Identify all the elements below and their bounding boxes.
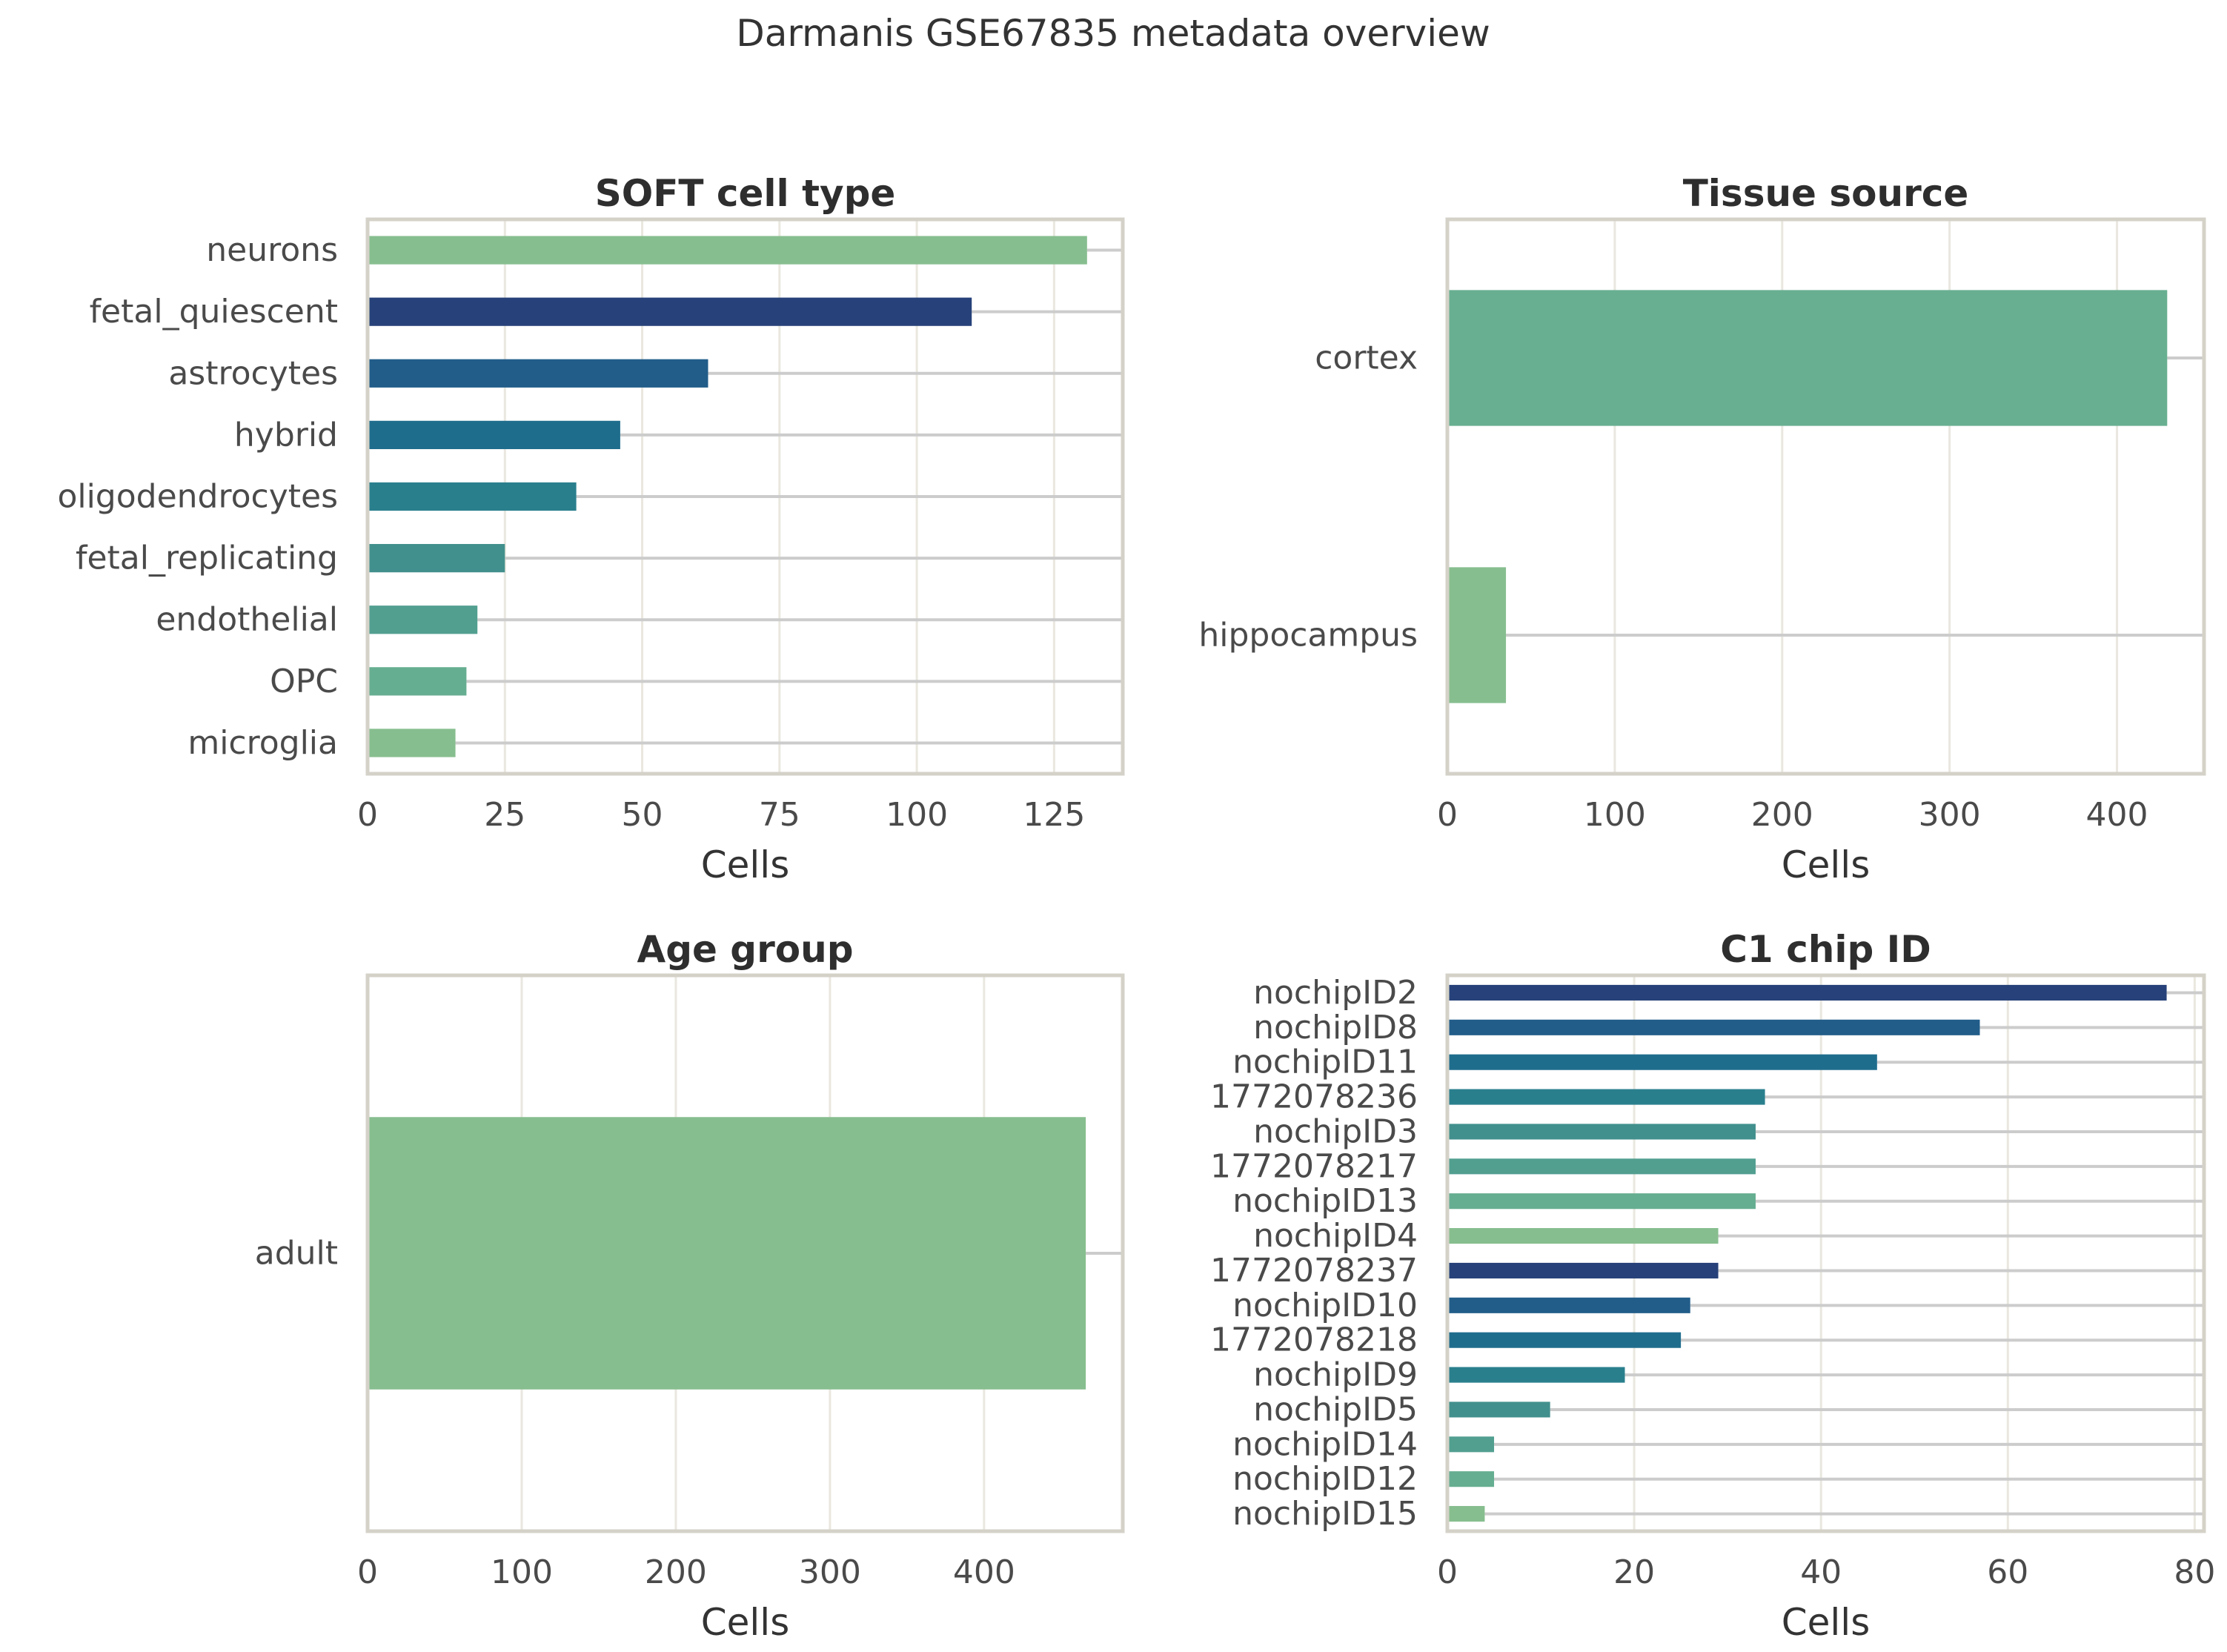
bar-microglia (368, 729, 456, 757)
bar-oligodendrocytes (368, 482, 577, 511)
x-tick-label: 20 (1613, 1553, 1655, 1591)
category-label: fetal_replicating (76, 540, 338, 577)
category-label: endothelial (156, 601, 338, 639)
bar-astrocytes (368, 359, 708, 388)
panel-title: Age group (637, 928, 854, 971)
category-label: adult (255, 1235, 338, 1273)
category-label: 1772078218 (1210, 1321, 1418, 1359)
bar-nochipid8 (1447, 1019, 1980, 1035)
bar-nochipid10 (1447, 1297, 1690, 1313)
x-tick-label: 100 (491, 1553, 553, 1591)
panel-title: Tissue source (1683, 172, 1969, 215)
bar-nochipid2 (1447, 984, 2167, 1001)
x-tick-label: 50 (622, 796, 663, 834)
axes-frame (365, 973, 1125, 1533)
bar-opc (368, 667, 467, 696)
bar-nochipid11 (1447, 1054, 1877, 1070)
x-axis-label: Cells (1782, 1601, 1871, 1644)
category-label: neurons (206, 231, 338, 269)
x-axis-label: Cells (1782, 843, 1871, 886)
bar-fetal-quiescent (368, 297, 972, 326)
x-tick-label: 300 (1919, 796, 1981, 834)
x-tick-label: 25 (484, 796, 525, 834)
bar-nochipid3 (1447, 1124, 1756, 1140)
category-label: nochipID4 (1253, 1217, 1418, 1255)
x-tick-label: 400 (953, 1553, 1015, 1591)
category-label: nochipID3 (1253, 1112, 1418, 1150)
category-label: cortex (1315, 339, 1418, 377)
category-label: nochipID5 (1253, 1390, 1418, 1428)
axes-frame (1445, 973, 2206, 1533)
panel-c1-chip-id: nochipID2nochipID8nochipID111772078236no… (1210, 928, 2215, 1644)
panel-age-group: adult 0 100 200 300 400 Cells Age group (255, 928, 1125, 1644)
bar-nochipid12 (1447, 1471, 1495, 1487)
panel-tissue-source: cortex hippocampus 0 100 200 300 400 Cells Tissu… (1198, 172, 2206, 886)
bar-adult (368, 1117, 1086, 1390)
bar-endothelial (368, 606, 478, 634)
bar-cortex (1447, 290, 2168, 426)
bar-nochipid13 (1447, 1193, 1756, 1210)
category-label: 1772078217 (1210, 1147, 1418, 1185)
category-label: nochipID14 (1232, 1425, 1418, 1463)
x-tick-label: 0 (1437, 796, 1458, 834)
axes-frame (1445, 217, 2206, 776)
category-label: 1772078237 (1210, 1252, 1418, 1290)
x-tick-label: 200 (1751, 796, 1813, 834)
category-label: nochipID8 (1253, 1009, 1418, 1046)
category-label: hybrid (234, 416, 338, 454)
bar-1772078218 (1447, 1332, 1682, 1348)
bar-1772078217 (1447, 1158, 1756, 1175)
category-label: OPC (270, 663, 338, 700)
bar-1772078237 (1447, 1262, 1719, 1278)
category-label: nochipID13 (1232, 1182, 1418, 1220)
bar-hybrid (368, 420, 620, 450)
bar-neurons (368, 236, 1087, 265)
axes-frame (365, 217, 1125, 776)
bar-nochipid14 (1447, 1436, 1495, 1453)
bar-nochipid4 (1447, 1228, 1719, 1244)
category-label: oligodendrocytes (57, 478, 338, 516)
panel-title: C1 chip ID (1720, 928, 1931, 971)
x-tick-label: 200 (645, 1553, 707, 1591)
bar-hippocampus (1447, 567, 1507, 703)
panel-soft-cell-type: neurons fetal_quiescent astrocytes hybrid ol… (57, 172, 1125, 886)
x-tick-label: 0 (1437, 1553, 1458, 1591)
panel-title: SOFT cell type (595, 172, 896, 215)
bar-fetal-replicating (368, 543, 505, 573)
x-tick-label: 75 (759, 796, 800, 834)
bar-nochipid15 (1447, 1506, 1485, 1522)
x-axis-label: Cells (701, 843, 790, 886)
x-axis-label: Cells (701, 1601, 790, 1644)
x-tick-label: 300 (799, 1553, 861, 1591)
x-tick-label: 40 (1800, 1553, 1842, 1591)
x-tick-label: 60 (1987, 1553, 2028, 1591)
category-label: fetal_quiescent (90, 293, 338, 331)
category-label: nochipID12 (1232, 1460, 1418, 1498)
x-tick-label: 400 (2086, 796, 2148, 834)
x-tick-label: 100 (886, 796, 948, 834)
category-label: 1772078236 (1210, 1078, 1418, 1116)
category-label: nochipID10 (1232, 1287, 1418, 1324)
category-label: microglia (187, 724, 338, 762)
category-label: nochipID9 (1253, 1356, 1418, 1394)
bar-nochipid5 (1447, 1401, 1550, 1418)
x-tick-label: 80 (2174, 1553, 2215, 1591)
x-tick-label: 125 (1023, 796, 1085, 834)
category-label: nochipID2 (1253, 974, 1418, 1012)
bar-nochipid9 (1447, 1367, 1625, 1383)
bar-1772078236 (1447, 1089, 1765, 1105)
category-label: nochipID15 (1232, 1495, 1418, 1533)
category-label: hippocampus (1198, 617, 1418, 654)
x-tick-label: 0 (357, 796, 378, 834)
category-label: astrocytes (168, 354, 338, 392)
x-tick-label: 100 (1584, 796, 1646, 834)
figure-title: Darmanis GSE67835 metadata overview (736, 12, 1490, 55)
category-label: nochipID11 (1232, 1044, 1418, 1081)
x-tick-label: 0 (357, 1553, 378, 1591)
